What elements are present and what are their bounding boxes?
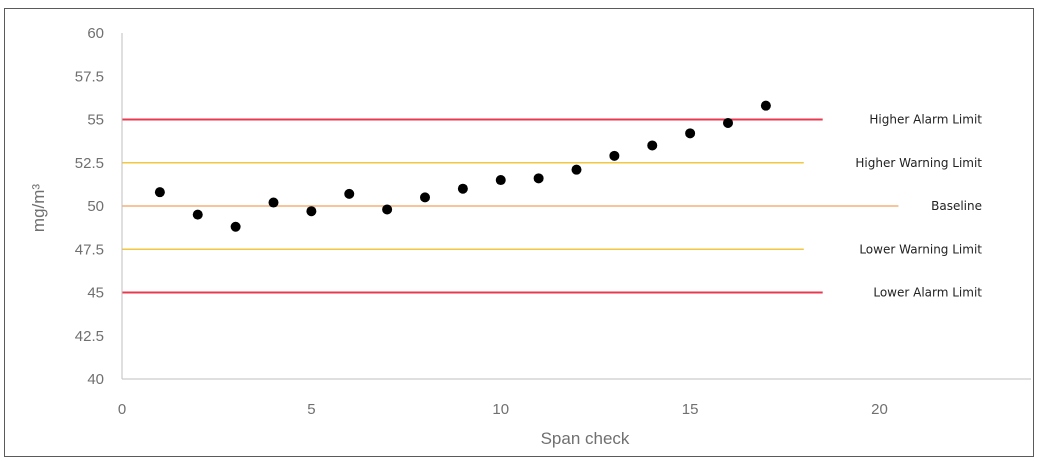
- reference-line-labels: Higher Alarm Limit Higher Warning Limit Ba…: [855, 113, 982, 300]
- data-point: [760, 100, 771, 111]
- reference-label-higher-warning: Higher Warning Limit: [855, 156, 982, 170]
- data-point: [723, 117, 733, 128]
- x-tick-label: 5: [307, 401, 315, 418]
- data-points: [154, 100, 771, 232]
- data-point: [306, 206, 317, 217]
- x-tick-label: 20: [871, 401, 888, 418]
- data-point: [420, 192, 430, 203]
- y-tick-label: 40: [87, 371, 104, 388]
- y-tick-label: 42.5: [75, 328, 104, 345]
- y-tick-label: 57.5: [75, 68, 104, 85]
- reference-label-baseline: Baseline: [931, 199, 982, 213]
- y-tick-label: 47.5: [75, 241, 104, 258]
- data-point: [571, 164, 582, 175]
- x-tick-label: 15: [682, 401, 699, 418]
- y-tick-label: 45: [87, 285, 104, 302]
- y-tick-label: 60: [87, 25, 104, 42]
- data-point: [382, 204, 393, 215]
- reference-label-lower-warning: Lower Warning Limit: [859, 242, 982, 256]
- data-point: [685, 128, 696, 139]
- x-tick-label: 10: [492, 401, 509, 418]
- x-tick-label: 0: [118, 401, 126, 418]
- x-axis-title: Span check: [541, 429, 630, 448]
- y-tick-labels: 40 42.5 45 47.5 50 52.5 55 57.5 60: [75, 25, 104, 388]
- data-point: [495, 175, 506, 186]
- data-point: [609, 150, 620, 161]
- data-point: [154, 187, 165, 198]
- x-tick-labels: 0 5 10 15 20: [118, 401, 888, 418]
- y-tick-label: 50: [87, 198, 104, 215]
- y-tick-label: 52.5: [75, 155, 104, 172]
- data-point: [647, 140, 658, 151]
- y-axis-title: mg/m³: [29, 184, 48, 233]
- data-point: [344, 188, 355, 199]
- axes: [121, 33, 1031, 380]
- data-point: [230, 221, 241, 232]
- data-point: [268, 197, 279, 208]
- reference-lines: [122, 118, 899, 294]
- data-point: [192, 209, 203, 220]
- data-point: [533, 173, 544, 184]
- y-tick-label: 55: [87, 112, 104, 129]
- chart-frame: [4, 8, 1034, 457]
- data-point: [457, 183, 468, 194]
- reference-label-lower-alarm: Lower Alarm Limit: [873, 286, 982, 300]
- reference-label-higher-alarm: Higher Alarm Limit: [869, 113, 982, 127]
